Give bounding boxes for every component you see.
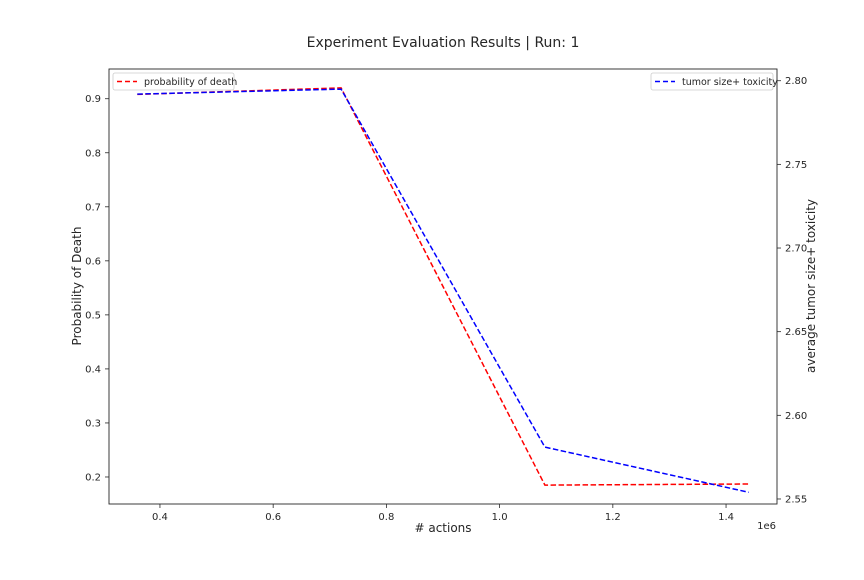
x-axis: 0.4 0.6 0.8 1.0 1.2 1.4 — [152, 504, 734, 523]
x-offset-label: 1e6 — [757, 521, 776, 532]
left-y-tick-label: 0.6 — [85, 256, 101, 267]
left-y-tick-label: 0.8 — [85, 148, 101, 159]
right-y-tick-label: 2.70 — [785, 244, 807, 255]
right-y-tick-label: 2.55 — [785, 494, 807, 505]
left-y-tick-label: 0.5 — [85, 310, 101, 321]
right-y-tick-label: 2.75 — [785, 160, 807, 171]
right-y-tick-label: 2.80 — [785, 76, 807, 87]
legend-left: probability of death — [112, 72, 237, 91]
chart-title: Experiment Evaluation Results | Run: 1 — [307, 35, 580, 51]
right-y-tick-label: 2.60 — [785, 411, 807, 422]
x-tick-label: 0.6 — [265, 512, 281, 523]
left-y-axis: 0.2 0.3 0.4 0.5 0.6 0.7 0.8 0.9 — [85, 94, 109, 483]
legend-right-label: tumor size+ toxicity — [682, 77, 778, 88]
left-y-axis-label: Probability of Death — [70, 227, 84, 346]
x-tick-label: 0.4 — [152, 512, 168, 523]
right-y-tick-label: 2.65 — [785, 327, 807, 338]
left-y-tick-label: 0.3 — [85, 418, 101, 429]
left-y-tick-label: 0.7 — [85, 202, 101, 213]
left-y-tick-label: 0.4 — [85, 364, 101, 375]
x-tick-label: 1.0 — [492, 512, 508, 523]
series-line-left — [137, 87, 749, 486]
right-y-axis-label: average tumor size+ toxicity — [804, 199, 818, 373]
right-y-axis: 2.55 2.60 2.65 2.70 2.75 2.80 — [777, 76, 807, 505]
legend-right-box — [650, 72, 774, 91]
x-tick-label: 1.2 — [605, 512, 621, 523]
series-line-right — [137, 88, 749, 494]
x-tick-label: 0.8 — [378, 512, 394, 523]
x-tick-label: 1.4 — [718, 512, 734, 523]
plot-frame — [108, 68, 778, 505]
series-layer — [137, 87, 749, 494]
legend-left-box — [112, 72, 235, 91]
legend-right: tumor size+ toxicity — [650, 72, 778, 91]
legend-left-label: probability of death — [144, 77, 237, 88]
left-y-tick-label: 0.2 — [85, 472, 101, 483]
left-y-tick-label: 0.9 — [85, 94, 101, 105]
x-axis-label: # actions — [414, 521, 471, 535]
